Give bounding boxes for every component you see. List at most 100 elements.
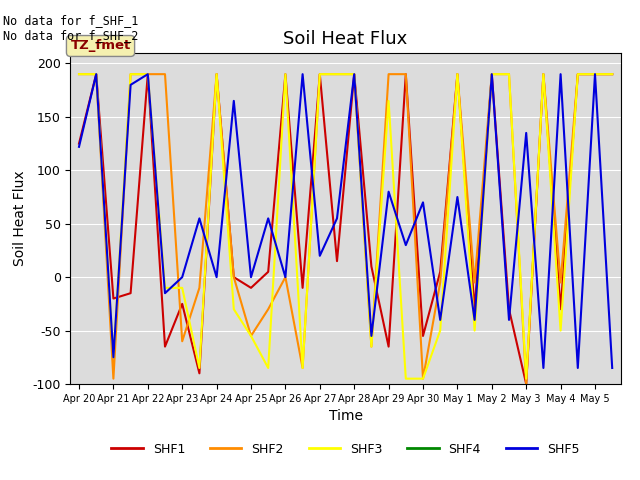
SHF5 [591,72,599,77]
SHF1 [367,264,375,269]
SHF5 [144,72,152,77]
SHF3 [196,365,204,371]
SHF3 [574,72,582,77]
SHF2 [471,280,479,286]
SHF2 [316,72,324,77]
SHF3 [591,72,599,77]
SHF2 [385,72,392,77]
SHF2 [179,338,186,344]
SHF3 [505,72,513,77]
Title: Soil Heat Flux: Soil Heat Flux [284,30,408,48]
SHF1 [247,285,255,291]
SHF5 [471,317,479,323]
SHF2 [333,72,341,77]
SHF2 [454,72,461,77]
SHF2 [488,72,495,77]
SHF2 [522,381,530,387]
SHF3 [488,72,495,77]
SHF3 [385,98,392,104]
SHF2 [557,280,564,286]
SHF2 [367,344,375,349]
SHF5 [316,253,324,259]
SHF1 [505,306,513,312]
SHF2 [505,72,513,77]
SHF3 [522,376,530,382]
SHF2 [92,72,100,77]
SHF1 [127,290,134,296]
SHF5 [230,98,237,104]
SHF5 [385,189,392,194]
Line: SHF2: SHF2 [79,74,612,384]
SHF2 [282,274,289,280]
SHF3 [109,354,117,360]
SHF2 [247,333,255,339]
SHF5 [196,216,204,221]
SHF5 [609,365,616,371]
SHF3 [350,72,358,77]
SHF2 [299,365,307,371]
SHF5 [488,72,495,77]
SHF1 [436,269,444,275]
SHF5 [282,274,289,280]
SHF1 [109,296,117,301]
SHF5 [522,130,530,136]
SHF5 [212,274,220,280]
SHF3 [454,72,461,77]
SHF2 [540,72,547,77]
SHF5 [179,274,186,280]
SHF2 [574,72,582,77]
SHF3 [419,376,427,382]
SHF1 [591,72,599,77]
Y-axis label: Soil Heat Flux: Soil Heat Flux [13,170,27,266]
Line: SHF1: SHF1 [79,74,612,384]
SHF5 [367,333,375,339]
SHF3 [247,333,255,339]
SHF2 [75,72,83,77]
SHF5 [350,72,358,77]
X-axis label: Time: Time [328,409,363,423]
SHF5 [436,317,444,323]
SHF1 [75,141,83,146]
Legend: SHF1, SHF2, SHF3, SHF4, SHF5: SHF1, SHF2, SHF3, SHF4, SHF5 [106,438,585,460]
SHF2 [591,72,599,77]
SHF5 [454,194,461,200]
SHF5 [161,290,169,296]
SHF1 [196,371,204,376]
SHF2 [609,72,616,77]
SHF1 [419,333,427,339]
SHF2 [350,72,358,77]
SHF5 [92,72,100,77]
SHF2 [402,72,410,77]
SHF2 [196,285,204,291]
SHF1 [557,306,564,312]
SHF5 [419,200,427,205]
Line: SHF3: SHF3 [79,74,612,379]
SHF1 [609,72,616,77]
SHF1 [316,72,324,77]
SHF1 [454,72,461,77]
SHF2 [161,72,169,77]
SHF5 [127,82,134,88]
SHF1 [179,301,186,307]
SHF1 [333,258,341,264]
SHF5 [574,365,582,371]
SHF2 [436,280,444,286]
SHF1 [540,72,547,77]
SHF5 [505,317,513,323]
SHF5 [557,72,564,77]
SHF3 [264,365,272,371]
SHF5 [247,274,255,280]
SHF2 [109,376,117,382]
SHF1 [574,72,582,77]
SHF1 [282,72,289,77]
SHF5 [540,365,547,371]
SHF5 [402,242,410,248]
Text: No data for f_SHF_1
No data for f_SHF_2: No data for f_SHF_1 No data for f_SHF_2 [3,14,139,42]
SHF3 [471,328,479,334]
SHF5 [264,216,272,221]
Line: SHF5: SHF5 [79,74,612,368]
SHF2 [144,72,152,77]
SHF1 [144,72,152,77]
SHF2 [419,376,427,382]
SHF1 [299,285,307,291]
